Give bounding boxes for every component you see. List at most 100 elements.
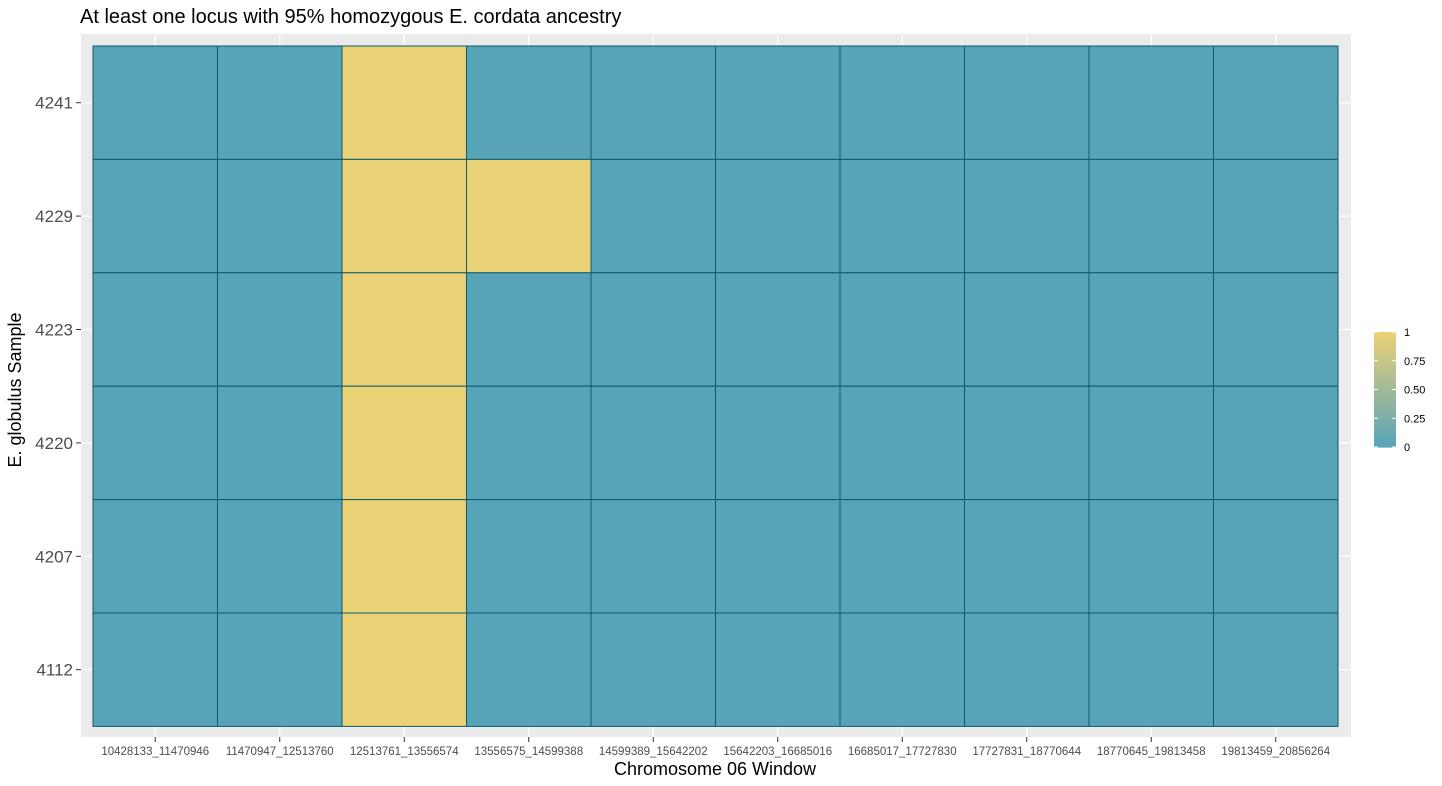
heatmap-cell (964, 385, 1090, 501)
legend-color-step (1374, 366, 1396, 370)
heatmap-cell (1213, 385, 1339, 501)
legend-color-step (1374, 393, 1396, 396)
legend-color-step (1374, 345, 1396, 348)
heatmap-cell (839, 499, 965, 614)
legend-label: 0.50 (1404, 385, 1425, 397)
legend-color-step (1374, 335, 1396, 339)
x-tick-label: 17727831_18770644 (972, 746, 1081, 758)
legend-label: 0.25 (1404, 413, 1425, 425)
legend-color-step (1374, 387, 1396, 391)
legend-color-step (1374, 337, 1396, 341)
legend-color-step (1374, 422, 1396, 425)
y-tick-label: 4241 (35, 94, 73, 113)
heatmap-cell (466, 272, 592, 387)
x-axis-title: Chromosome 06 Window (614, 759, 817, 779)
color-legend: 1 0.75 0.50 0.25 0 (1374, 327, 1425, 454)
legend-color-step (1374, 343, 1396, 347)
legend-color-step (1374, 385, 1396, 389)
heatmap-cell (715, 499, 841, 614)
x-tick-label: 11470947_12513760 (226, 746, 334, 758)
legend-color-step (1374, 362, 1396, 366)
legend-color-step (1374, 332, 1396, 335)
heatmap-cell (964, 612, 1090, 727)
heatmap-cell (1088, 272, 1214, 387)
heatmap-cell (341, 499, 467, 614)
legend-color-step (1374, 395, 1396, 398)
heatmap-cell (715, 272, 841, 387)
legend-color-step (1374, 416, 1396, 419)
heatmap-cell (466, 385, 592, 501)
x-tick-label: 16685017_17727830 (848, 746, 957, 758)
heatmap-cell (92, 272, 218, 387)
legend-color-step (1374, 427, 1396, 431)
legend-color-step (1374, 424, 1396, 427)
legend-color-step (1374, 406, 1396, 410)
legend-label: 0 (1404, 442, 1410, 454)
y-axis: 4241 4229 4223 4220 4207 4112 (35, 94, 81, 680)
heatmap-cell (715, 385, 841, 501)
x-tick-label: 13556575_14599388 (474, 746, 583, 758)
legend-color-step (1374, 404, 1396, 408)
heatmap-cell (590, 612, 716, 727)
heatmap-cell (341, 385, 467, 501)
legend-color-step (1374, 425, 1396, 429)
legend-color-step (1374, 360, 1396, 364)
legend-color-step (1374, 374, 1396, 377)
legend-color-step (1374, 439, 1396, 442)
heatmap-cell (839, 385, 965, 501)
heatmap-cell (1088, 612, 1214, 727)
y-tick-label: 4223 (35, 321, 73, 340)
heatmap-cell (466, 45, 592, 160)
legend-color-step (1374, 381, 1396, 385)
legend-color-step (1374, 402, 1396, 406)
x-tick-label: 10428133_11470946 (101, 746, 209, 758)
legend-color-step (1374, 341, 1396, 345)
heatmap-cell (217, 612, 343, 727)
chart-title: At least one locus with 95% homozygous E… (80, 6, 621, 28)
heatmap-cell (217, 385, 343, 501)
legend-label: 1 (1404, 327, 1410, 339)
legend-color-step (1374, 433, 1396, 437)
legend-color-step (1374, 435, 1396, 439)
y-tick-label: 4220 (35, 434, 73, 453)
legend-color-step (1374, 420, 1396, 423)
legend-color-step (1374, 370, 1396, 373)
heatmap-cell (1088, 385, 1214, 501)
legend-color-step (1374, 391, 1396, 394)
legend-color-step (1374, 339, 1396, 343)
legend-color-step (1374, 441, 1396, 444)
legend-color-step (1374, 333, 1396, 337)
heatmap-cell (1088, 499, 1214, 614)
legend-color-step (1374, 358, 1396, 362)
legend-color-step (1374, 372, 1396, 375)
heatmap-cell (1088, 158, 1214, 274)
heatmap-cell (217, 45, 343, 160)
legend-color-step (1374, 431, 1396, 435)
heatmap-cell (839, 158, 965, 274)
heatmap-cell (590, 499, 716, 614)
legend-color-step (1374, 355, 1396, 358)
y-tick-label: 4207 (35, 547, 73, 566)
heatmap-cell (341, 45, 467, 160)
heatmap-cell (590, 385, 716, 501)
heatmap-cell (1213, 499, 1339, 614)
legend-color-step (1374, 351, 1396, 354)
heatmap-cell (839, 272, 965, 387)
legend-color-step (1374, 412, 1396, 416)
x-tick-label: 15642203_16685016 (723, 746, 832, 758)
heatmap-cell (1088, 45, 1214, 160)
heatmap-cell (466, 612, 592, 727)
heatmap-cell (92, 158, 218, 274)
legend-color-step (1374, 364, 1396, 368)
legend-color-step (1374, 353, 1396, 356)
legend-color-step (1374, 414, 1396, 417)
heatmap-cell (964, 272, 1090, 387)
heatmap-cell (964, 45, 1090, 160)
legend-color-step (1374, 378, 1396, 381)
legend-color-step (1374, 399, 1396, 402)
legend-color-step (1374, 443, 1396, 446)
heatmap-cell (1213, 612, 1339, 727)
heatmap-tiles (92, 45, 1339, 727)
legend-color-step (1374, 410, 1396, 414)
